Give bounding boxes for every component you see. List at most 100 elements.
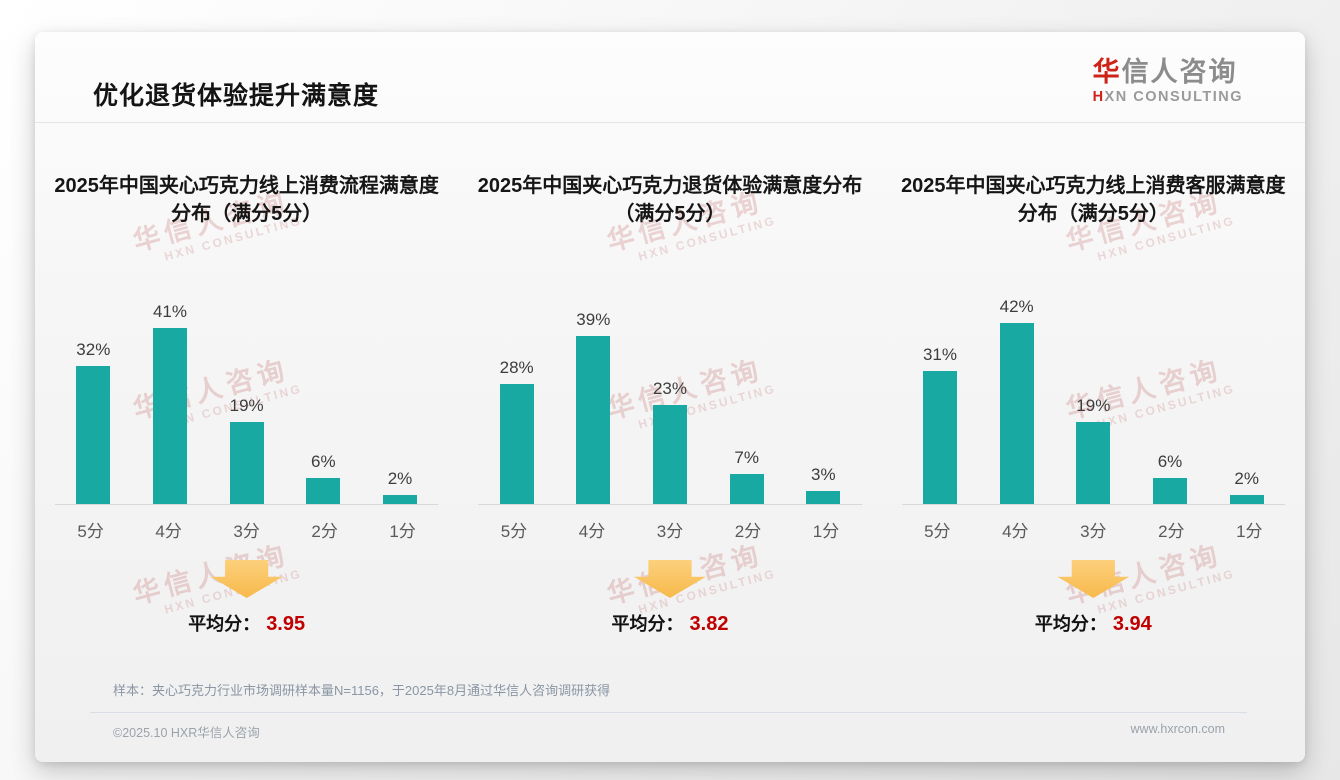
average-score: 平均分： 3.95 [188, 610, 305, 636]
bar-group: 28% [478, 358, 555, 504]
down-arrow-icon [210, 560, 283, 598]
down-arrow-icon [1057, 560, 1130, 598]
bar-group: 2% [362, 469, 439, 504]
bar-value-label: 6% [311, 452, 336, 472]
x-axis-label: 5分 [500, 522, 528, 541]
bar-plot-area: 32% 41% 19% 6% 2% [55, 238, 439, 505]
bar-value-label: 6% [1157, 452, 1183, 472]
x-axis-label: 4分 [155, 522, 182, 541]
page-title: 优化退货体验提升满意度 [93, 82, 380, 110]
chart-column-3: 2025年中国夹心巧克力线上消费客服满意度分布（满分5分） 31% 42% 19% 6%… [882, 172, 1305, 636]
logo-name-rest: 信人咨询 [1121, 57, 1238, 87]
bar-group: 6% [285, 452, 362, 504]
bar [729, 473, 764, 504]
bar-group: 2% [1208, 469, 1285, 504]
bar-group: 6% [1132, 452, 1209, 504]
bar [922, 370, 957, 504]
bar-value-label: 3% [811, 465, 836, 485]
sample-note: 样本：夹心巧克力行业市场调研样本量N=1156，于2025年8月通过华信人咨询调… [113, 683, 611, 698]
bar-group: 3% [785, 465, 862, 504]
logo-accent-char: 华 [1092, 57, 1122, 87]
chart-column-1: 2025年中国夹心巧克力线上消费流程满意度分布（满分5分） 32% 41% 19% 6%… [35, 172, 458, 636]
bar-group: 23% [632, 379, 709, 504]
x-axis-label: 1分 [389, 522, 416, 541]
bar-group: 7% [708, 448, 785, 504]
average-value: 3.94 [1112, 613, 1152, 635]
website-text: www.hxrcon.com [1130, 722, 1225, 736]
bar-value-label: 19% [1076, 396, 1111, 416]
logo-tagline: HXN CONSULTING [1093, 89, 1243, 105]
logo-tagline-rest: XN CONSULTING [1104, 89, 1243, 105]
bar-value-label: 7% [734, 447, 759, 467]
x-axis-labels: 5分 4分 3分 2分 1分 [898, 517, 1288, 542]
bar-group: 42% [978, 297, 1055, 504]
bar [306, 478, 341, 504]
bar-value-label: 2% [1234, 469, 1259, 489]
bar-group: 41% [132, 302, 209, 504]
copyright-text: ©2025.10 HXR华信人咨询 [113, 726, 260, 740]
header-divider [35, 122, 1305, 123]
footer-row: ©2025.10 HXR华信人咨询 www.hxrcon.com [113, 722, 1225, 741]
bar-value-label: 42% [999, 297, 1034, 317]
x-axis-label: 5分 [924, 522, 951, 541]
bar [576, 336, 611, 504]
bar [1229, 495, 1264, 504]
x-axis-label: 2分 [734, 522, 762, 541]
bar [1076, 422, 1111, 504]
bar-group: 39% [555, 310, 632, 504]
bar [76, 366, 111, 504]
bar [652, 405, 687, 504]
logo-name: 华信人咨询 [1093, 56, 1243, 88]
average-value: 3.82 [689, 613, 729, 635]
bar-group: 19% [208, 396, 285, 504]
bar-plot-area: 31% 42% 19% 6% 2% [901, 238, 1285, 505]
chart-title: 2025年中国夹心巧克力退货体验满意度分布（满分5分） [477, 175, 863, 225]
bar [152, 327, 187, 504]
bar [806, 491, 841, 504]
x-axis-label: 4分 [1002, 522, 1029, 541]
bar-group: 31% [902, 345, 979, 504]
x-axis-labels: 5分 4分 3分 2分 1分 [475, 517, 865, 542]
slide-card: 华信人咨询 HXN CONSULTING 华信人咨询 HXN CONSULTING 华信… [35, 32, 1305, 762]
average-label: 平均分： [1034, 614, 1107, 634]
average-label: 平均分： [188, 614, 261, 634]
bar-value-label: 23% [652, 379, 687, 399]
x-axis-labels: 5分 4分 3分 2分 1分 [52, 517, 442, 542]
x-axis-label: 4分 [578, 522, 606, 541]
x-axis-label: 2分 [1158, 522, 1185, 541]
bar-value-label: 39% [576, 310, 611, 330]
x-axis-label: 3分 [656, 522, 684, 541]
bar [229, 422, 264, 504]
x-axis-label: 3分 [233, 522, 260, 541]
charts-row: 2025年中国夹心巧克力线上消费流程满意度分布（满分5分） 32% 41% 19% 6%… [35, 172, 1305, 636]
average-score: 平均分： 3.82 [612, 610, 729, 636]
average-label: 平均分： [611, 614, 684, 634]
x-axis-label: 1分 [1236, 522, 1263, 541]
down-arrow-icon [633, 560, 706, 598]
bar-value-label: 41% [152, 301, 187, 321]
bar-value-label: 32% [76, 340, 111, 360]
x-axis-label: 5分 [77, 522, 104, 541]
average-value: 3.95 [266, 613, 306, 635]
average-score: 平均分： 3.94 [1035, 610, 1152, 636]
bar-value-label: 19% [229, 396, 264, 416]
logo-tagline-accent: H [1092, 89, 1105, 105]
x-axis-label: 1分 [812, 522, 840, 541]
bar [1152, 478, 1187, 504]
bar-value-label: 28% [499, 357, 534, 377]
chart-title: 2025年中国夹心巧克力线上消费客服满意度分布（满分5分） [901, 175, 1286, 225]
chart-title: 2025年中国夹心巧克力线上消费流程满意度分布（满分5分） [54, 175, 439, 225]
bar-group: 19% [1055, 396, 1132, 504]
bar-value-label: 31% [922, 344, 957, 364]
x-axis-label: 3分 [1080, 522, 1107, 541]
chart-column-2: 2025年中国夹心巧克力退货体验满意度分布（满分5分） 28% 39% 23% 7% 3%… [458, 172, 881, 636]
company-logo: 华信人咨询 HXN CONSULTING [1093, 56, 1243, 105]
bar-value-label: 2% [387, 469, 413, 489]
bar [999, 323, 1034, 504]
x-axis-label: 2分 [311, 522, 338, 541]
bar [383, 495, 417, 504]
bar-plot-area: 28% 39% 23% 7% 3% [478, 238, 862, 505]
footer-divider [90, 712, 1247, 713]
bar [499, 383, 534, 504]
bar-group: 32% [55, 340, 132, 504]
